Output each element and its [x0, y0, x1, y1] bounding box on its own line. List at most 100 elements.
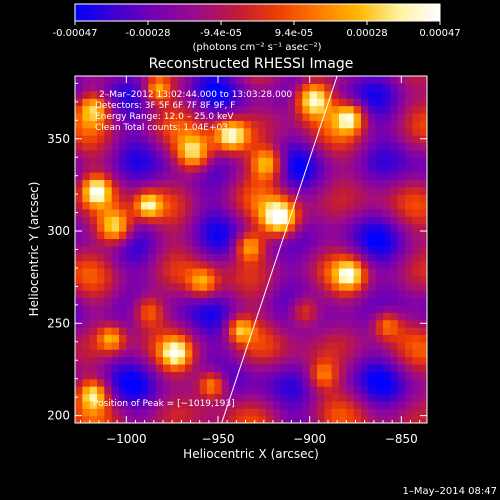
- heatmap-pixel: [207, 260, 215, 269]
- heatmap-pixel: [405, 142, 413, 151]
- heatmap-pixel: [265, 238, 274, 247]
- heatmap-pixel: [111, 238, 120, 247]
- heatmap-pixel: [251, 216, 259, 225]
- heatmap-pixel: [104, 371, 113, 380]
- heatmap-pixel: [185, 393, 193, 402]
- heatmap-pixel: [141, 90, 149, 99]
- heatmap-pixel: [111, 363, 120, 372]
- heatmap-pixel: [104, 297, 113, 306]
- heatmap-pixel: [397, 267, 406, 276]
- heatmap-pixel: [199, 186, 208, 195]
- heatmap-pixel: [199, 76, 208, 84]
- heatmap-pixel: [229, 186, 237, 195]
- heatmap-pixel: [383, 371, 391, 380]
- heatmap-pixel: [353, 105, 362, 114]
- heatmap-pixel: [375, 363, 384, 372]
- heatmap-pixel: [375, 238, 384, 247]
- heatmap-pixel: [339, 297, 347, 306]
- heatmap-pixel: [383, 415, 391, 423]
- heatmap-pixel: [346, 238, 355, 247]
- heatmap-pixel: [265, 83, 274, 92]
- heatmap-pixel: [317, 312, 325, 321]
- heatmap-pixel: [390, 341, 399, 350]
- heatmap-pixel: [346, 231, 355, 240]
- heatmap-pixel: [243, 171, 252, 180]
- heatmap-pixel: [141, 216, 149, 225]
- heatmap-pixel: [89, 216, 98, 225]
- heatmap-pixel: [361, 142, 369, 151]
- heatmap-pixel: [353, 319, 362, 328]
- heatmap-pixel: [163, 297, 171, 306]
- heatmap-pixel: [375, 334, 384, 343]
- heatmap-pixel: [324, 164, 333, 173]
- heatmap-pixel: [265, 378, 274, 387]
- heatmap-pixel: [133, 208, 142, 217]
- heatmap-pixel: [119, 223, 127, 232]
- heatmap-pixel: [309, 120, 318, 129]
- heatmap-pixel: [97, 334, 105, 343]
- heatmap-pixel: [119, 260, 127, 269]
- heatmap-pixel: [273, 363, 281, 372]
- heatmap-pixel: [243, 393, 252, 402]
- heatmap-pixel: [353, 282, 362, 291]
- heatmap-pixel: [119, 408, 127, 417]
- heatmap-pixel: [309, 312, 318, 321]
- heatmap-pixel: [199, 223, 208, 232]
- heatmap-pixel: [265, 356, 274, 365]
- heatmap-pixel: [111, 341, 120, 350]
- heatmap-pixel: [287, 90, 296, 99]
- heatmap-pixel: [258, 149, 267, 158]
- heatmap-pixel: [361, 327, 369, 335]
- heatmap-pixel: [75, 275, 83, 284]
- heatmap-pixel: [368, 260, 377, 269]
- heatmap-pixel: [258, 327, 267, 335]
- heatmap-pixel: [104, 393, 113, 402]
- heatmap-pixel: [412, 327, 421, 335]
- heatmap-pixel: [111, 267, 120, 276]
- heatmap-pixel: [390, 98, 399, 107]
- heatmap-pixel: [280, 349, 289, 358]
- heatmap-pixel: [89, 275, 98, 284]
- heatmap-pixel: [214, 275, 223, 284]
- heatmap-pixel: [309, 327, 318, 335]
- heatmap-pixel: [273, 327, 281, 335]
- heatmap-pixel: [273, 127, 281, 136]
- heatmap-pixel: [119, 363, 127, 372]
- heatmap-pixel: [339, 275, 347, 284]
- heatmap-pixel: [273, 297, 281, 306]
- heatmap-pixel: [104, 408, 113, 417]
- heatmap-pixel: [185, 76, 193, 84]
- heatmap-pixel: [170, 90, 179, 99]
- heatmap-pixel: [251, 120, 259, 129]
- heatmap-pixel: [390, 415, 399, 423]
- heatmap-pixel: [397, 127, 406, 136]
- heatmap-pixel: [111, 393, 120, 402]
- heatmap-pixel: [170, 216, 179, 225]
- heatmap-pixel: [192, 408, 201, 417]
- heatmap-pixel: [243, 208, 252, 217]
- heatmap-pixel: [199, 135, 208, 144]
- heatmap-pixel: [317, 253, 325, 262]
- heatmap-pixel: [324, 208, 333, 217]
- heatmap-pixel: [375, 290, 384, 299]
- heatmap-pixel: [141, 105, 149, 114]
- heatmap-pixel: [236, 127, 245, 136]
- heatmap-pixel: [302, 356, 311, 365]
- heatmap-pixel: [170, 208, 179, 217]
- heatmap-pixel: [229, 334, 237, 343]
- heatmap-pixel: [199, 112, 208, 121]
- heatmap-pixel: [163, 319, 171, 328]
- heatmap-pixel: [75, 363, 83, 372]
- heatmap-pixel: [97, 260, 105, 269]
- heatmap-pixel: [207, 349, 215, 358]
- heatmap-pixel: [104, 201, 113, 210]
- heatmap-pixel: [89, 127, 98, 136]
- heatmap-pixel: [243, 83, 252, 92]
- heatmap-pixel: [324, 319, 333, 328]
- heatmap-pixel: [280, 400, 289, 409]
- heatmap-pixel: [251, 312, 259, 321]
- heatmap-pixel: [185, 83, 193, 92]
- heatmap-pixel: [339, 112, 347, 121]
- heatmap-pixel: [229, 90, 237, 99]
- heatmap-pixel: [163, 282, 171, 291]
